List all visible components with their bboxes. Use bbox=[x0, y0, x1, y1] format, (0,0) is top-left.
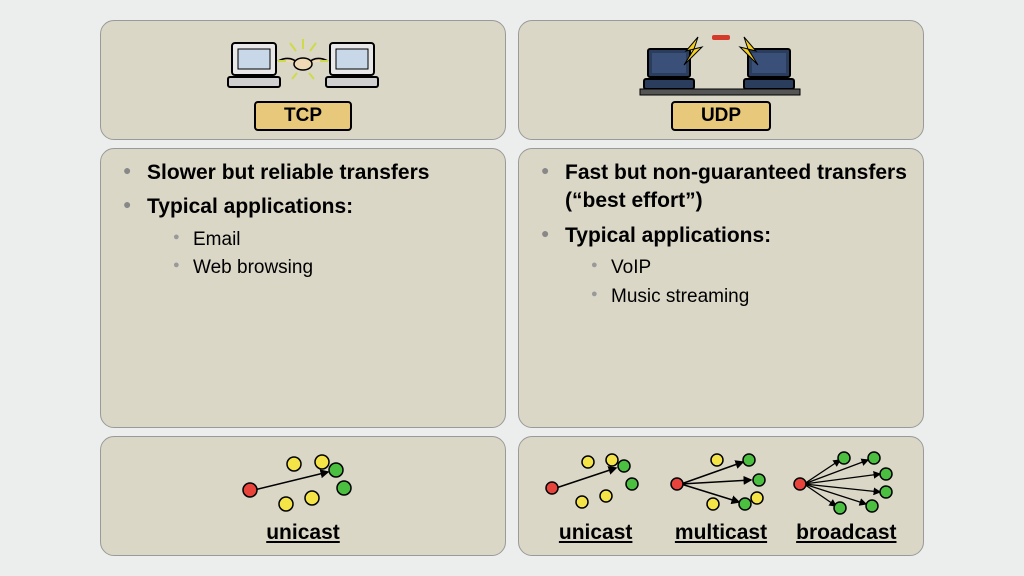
tcp-bullet-0-text: Slower but reliable transfers bbox=[147, 161, 429, 184]
udp-bullet-1-text: Typical applications: bbox=[565, 224, 771, 247]
udp-body-panel: Fast but non-guaranteed transfers (“best… bbox=[518, 148, 924, 428]
udp-cast-panel: unicast multicast bbox=[518, 436, 924, 556]
udp-bullet-0: Fast but non-guaranteed transfers (“best… bbox=[537, 159, 909, 216]
unicast-diagram-icon bbox=[115, 447, 491, 521]
tcp-cast-unicast: unicast bbox=[115, 447, 491, 545]
tcp-header-panel: TCP bbox=[100, 20, 506, 140]
multicast-diagram-icon bbox=[658, 447, 783, 521]
tcp-body-panel: Slower but reliable transfers Typical ap… bbox=[100, 148, 506, 428]
tcp-title-label: TCP bbox=[254, 101, 352, 131]
udp-cast-multicast-label: multicast bbox=[675, 521, 767, 545]
udp-sub-1: Music streaming bbox=[569, 283, 909, 312]
udp-column: UDP Fast but non-guaranteed transfers (“… bbox=[518, 20, 924, 556]
tcp-sub-1: Web browsing bbox=[151, 254, 491, 283]
udp-title-label: UDP bbox=[671, 101, 771, 131]
udp-cast-broadcast: broadcast bbox=[784, 447, 909, 545]
udp-sub-0: VoIP bbox=[569, 254, 909, 283]
tcp-cast-panel: unicast bbox=[100, 436, 506, 556]
tcp-handshake-icon bbox=[115, 31, 491, 101]
tcp-bullet-1-text: Typical applications: bbox=[147, 195, 353, 218]
tcp-bullet-1: Typical applications: Email Web browsing bbox=[119, 193, 491, 282]
unicast-diagram-icon bbox=[533, 447, 658, 521]
tcp-sub-0: Email bbox=[151, 226, 491, 255]
broadcast-diagram-icon bbox=[784, 447, 909, 521]
tcp-cast-unicast-label: unicast bbox=[266, 521, 340, 545]
tcp-column: TCP Slower but reliable transfers Typica… bbox=[100, 20, 506, 556]
udp-cast-multicast: multicast bbox=[658, 447, 783, 545]
udp-wireless-icon bbox=[533, 31, 909, 101]
udp-cast-unicast: unicast bbox=[533, 447, 658, 545]
udp-bullet-1: Typical applications: VoIP Music streami… bbox=[537, 222, 909, 311]
udp-cast-unicast-label: unicast bbox=[559, 521, 633, 545]
udp-header-panel: UDP bbox=[518, 20, 924, 140]
udp-bullet-0-text: Fast but non-guaranteed transfers (“best… bbox=[565, 161, 907, 212]
tcp-bullet-0: Slower but reliable transfers bbox=[119, 159, 491, 187]
udp-cast-broadcast-label: broadcast bbox=[796, 521, 896, 545]
